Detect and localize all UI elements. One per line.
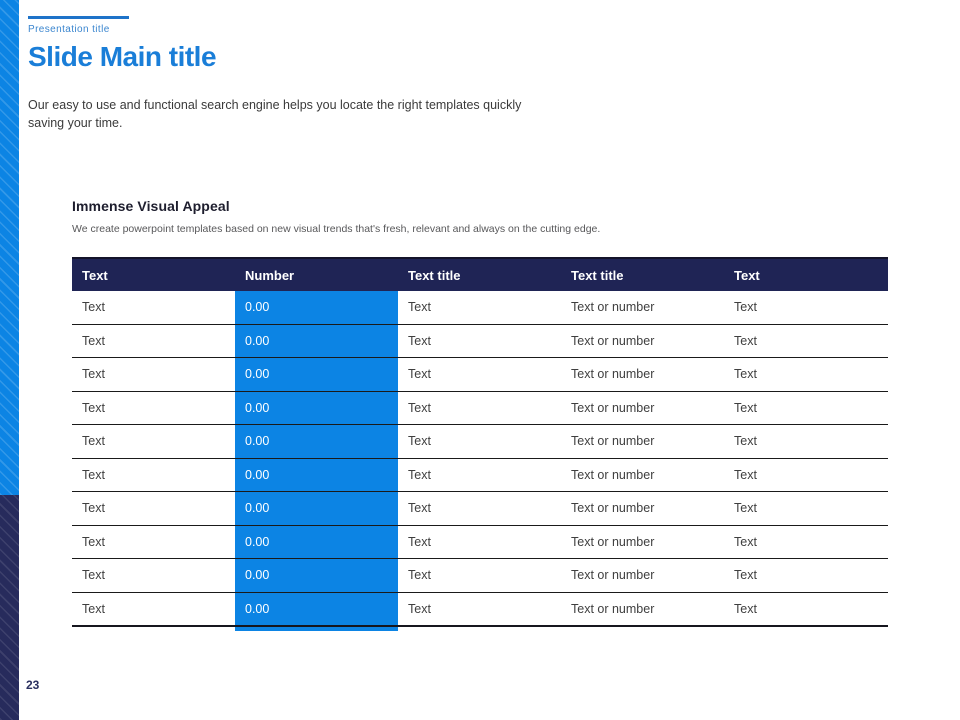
table-cell: Text bbox=[398, 357, 561, 391]
table-cell: Text bbox=[398, 323, 561, 358]
stripe-blue-section bbox=[0, 0, 19, 495]
accent-bar bbox=[28, 16, 129, 19]
table-cell: Text bbox=[72, 524, 235, 559]
table-header-cell: Text title bbox=[398, 257, 561, 291]
table-cell-number: 0.00 bbox=[235, 591, 398, 626]
table-header-cell: Text bbox=[72, 257, 235, 291]
table-cell: Text bbox=[82, 300, 105, 315]
table-cell: Text bbox=[724, 491, 888, 525]
table-row: Text 0.00 Text Text or number Text bbox=[72, 457, 888, 492]
table-cell: Text or number bbox=[561, 424, 724, 458]
table-cell: Text bbox=[398, 491, 561, 525]
section-heading: Immense Visual Appeal bbox=[72, 198, 230, 214]
table-row: Text 0.00 Text Text or number Text bbox=[72, 390, 888, 425]
table-cell: Text bbox=[72, 357, 235, 391]
table-cell: Text bbox=[72, 390, 235, 425]
table-cell: Text bbox=[398, 457, 561, 492]
table-cell: Text bbox=[734, 300, 757, 315]
table-cell-number: 0.00 bbox=[235, 323, 398, 358]
table-cell: Text bbox=[398, 591, 561, 626]
table-cell: Text bbox=[724, 390, 888, 425]
table-row: Text 0.00 Text Text or number Text bbox=[72, 357, 888, 391]
table-cell: Text or number bbox=[561, 357, 724, 391]
table-row: Text 0.00 Text Text or number Text bbox=[72, 524, 888, 559]
table-cell: Text bbox=[72, 323, 235, 358]
table-cell: Text bbox=[724, 591, 888, 626]
intro-paragraph: Our easy to use and functional search en… bbox=[28, 96, 628, 132]
table-cell: Text or number bbox=[561, 457, 724, 492]
page-number: 23 bbox=[26, 678, 40, 692]
table-container: Text Number Text title Text title Text Text 0… bbox=[72, 257, 888, 631]
table-cell: Text bbox=[724, 323, 888, 358]
table-cell-number: 0.00 bbox=[235, 491, 398, 525]
table-cell: Text or number bbox=[561, 491, 724, 525]
table-cell: Text or number bbox=[561, 558, 724, 592]
slide-main-title: Slide Main title bbox=[28, 41, 217, 72]
table-cell: Text bbox=[72, 457, 235, 492]
table-cell: Text bbox=[398, 390, 561, 425]
table-cell-number: 0.00 bbox=[235, 558, 398, 592]
number-column-tail bbox=[235, 627, 398, 631]
table-row: Text 0.00 Text Text or number Text bbox=[72, 491, 888, 525]
table-cell: Text bbox=[398, 558, 561, 592]
table-row: Text 0.00 Text Text or number Text bbox=[72, 323, 888, 358]
table-cell: Text bbox=[724, 558, 888, 592]
table-cell: Text bbox=[72, 491, 235, 525]
table-cell: Text bbox=[724, 524, 888, 559]
table-header-cell: Text bbox=[724, 257, 888, 291]
table-cell: Text or number bbox=[561, 591, 724, 626]
table-cell: Text bbox=[724, 357, 888, 391]
table-row: Text 0.00 Text Text or number Text bbox=[72, 424, 888, 458]
table-cell-number: 0.00 bbox=[235, 524, 398, 559]
table-cell-number: 0.00 bbox=[235, 424, 398, 458]
table-header-cell: Text title bbox=[561, 257, 724, 291]
data-table: Text Number Text title Text title Text Text 0… bbox=[72, 257, 888, 627]
table-cell: Text bbox=[72, 558, 235, 592]
presentation-title-label: Presentation title bbox=[28, 24, 110, 35]
table-cell-number: 0.00 bbox=[235, 291, 398, 324]
table-cell: Text bbox=[724, 424, 888, 458]
table-cell: Text bbox=[724, 457, 888, 492]
table-header-row: Text Number Text title Text title Text bbox=[72, 257, 888, 291]
intro-line-1: Our easy to use and functional search en… bbox=[28, 98, 522, 112]
table-row: Text 0.00 Text Text or number Text bbox=[72, 558, 888, 592]
left-decorative-stripe bbox=[0, 0, 19, 720]
table-cell-number: 0.00 bbox=[235, 390, 398, 425]
table-body: Text 0.00 Text Text or number Text Text 0.00 Te… bbox=[72, 291, 888, 626]
table-cell: Text or number bbox=[571, 300, 655, 315]
table-cell: Text bbox=[408, 300, 431, 315]
section-subtext: We create powerpoint templates based on … bbox=[72, 223, 601, 235]
table-cell-number: 0.00 bbox=[235, 457, 398, 492]
table-cell: Text bbox=[398, 524, 561, 559]
intro-line-2: saving your time. bbox=[28, 116, 123, 130]
table-cell: Text or number bbox=[561, 390, 724, 425]
table-cell: Text or number bbox=[561, 524, 724, 559]
table-cell: Text bbox=[72, 424, 235, 458]
table-cell: Text bbox=[72, 591, 235, 626]
table-row: Text 0.00 Text Text or number Text bbox=[72, 591, 888, 626]
table-cell-number: 0.00 bbox=[235, 357, 398, 391]
table-cell: Text bbox=[398, 424, 561, 458]
stripe-navy-section bbox=[0, 495, 19, 720]
table-header-cell: Number bbox=[235, 257, 398, 291]
table-cell: Text or number bbox=[561, 323, 724, 358]
table-row: Text 0.00 Text Text or number Text bbox=[72, 291, 888, 324]
